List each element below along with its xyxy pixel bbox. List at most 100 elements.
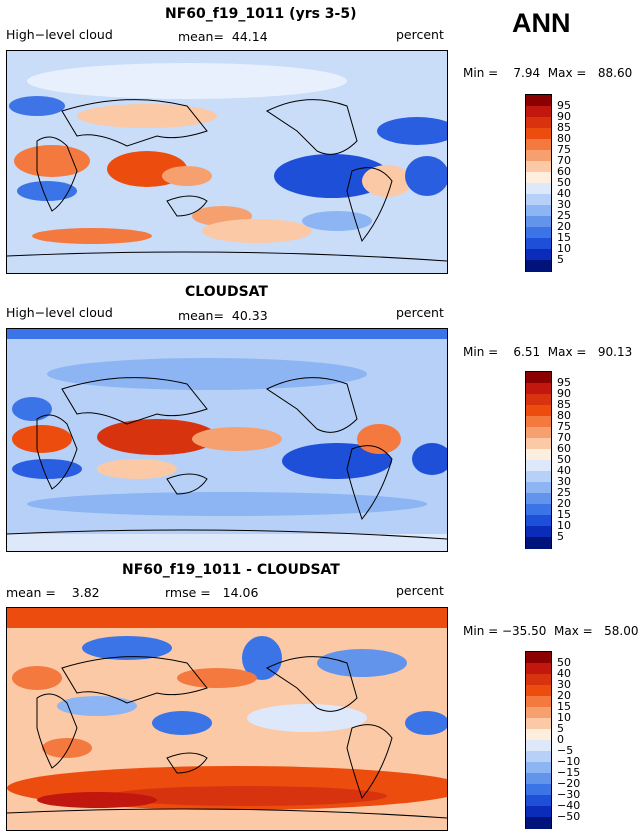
colorbar-swatch <box>526 471 551 483</box>
colorbar-swatch <box>526 482 551 494</box>
colorbar-swatch <box>526 194 551 206</box>
colorbar-tick-label: 30 <box>557 474 571 488</box>
colorbar-tick-label: 80 <box>557 408 571 422</box>
colorbar-swatch <box>526 674 551 686</box>
colorbar-tick-label: −40 <box>557 798 581 812</box>
colorbar-swatch <box>526 685 551 697</box>
colorbar-tick-label: 25 <box>557 208 571 222</box>
panel-2-units-label: percent <box>396 305 444 320</box>
panel-2-map <box>6 328 448 552</box>
colorbar-swatch <box>526 718 551 730</box>
colorbar-tick-label: 50 <box>557 175 571 189</box>
panel-2-mean-label: mean= 40.33 <box>178 308 268 323</box>
colorbar-swatch <box>526 504 551 516</box>
colorbar-swatch <box>526 172 551 184</box>
colorbar-swatch <box>526 537 551 549</box>
colorbar-tick-label: 85 <box>557 120 571 134</box>
colorbar-swatch <box>526 751 551 763</box>
colorbar-tick-label: 75 <box>557 419 571 433</box>
colorbar-tick-label: −20 <box>557 776 581 790</box>
colorbar-tick-label: 15 <box>557 699 571 713</box>
panel-3-mean-label: mean = 3.82 <box>6 585 100 600</box>
colorbar-tick-label: 5 <box>557 252 564 266</box>
colorbar-tick-label: 60 <box>557 164 571 178</box>
panel-3-colorbar <box>525 651 552 829</box>
colorbar-swatch <box>526 106 551 118</box>
colorbar-tick-label: 95 <box>557 98 571 112</box>
colorbar-swatch <box>526 707 551 719</box>
colorbar-swatch <box>526 526 551 538</box>
colorbar-swatch <box>526 729 551 741</box>
colorbar-swatch <box>526 817 551 829</box>
panel-1-units-label: percent <box>396 27 444 42</box>
colorbar-swatch <box>526 372 551 384</box>
colorbar-swatch <box>526 216 551 228</box>
panel-1-min: Min = 7.94 <box>463 66 541 80</box>
colorbar-swatch <box>526 696 551 708</box>
colorbar-tick-label: 40 <box>557 666 571 680</box>
colorbar-tick-label: 70 <box>557 153 571 167</box>
colorbar-tick-label: 20 <box>557 219 571 233</box>
colorbar-swatch <box>526 117 551 129</box>
colorbar-swatch <box>526 427 551 439</box>
colorbar-swatch <box>526 740 551 752</box>
colorbar-swatch <box>526 493 551 505</box>
colorbar-tick-label: 10 <box>557 241 571 255</box>
panel-1-max: Max = 88.60 <box>547 66 633 80</box>
panel-1-variable-label: High−level cloud <box>6 27 113 42</box>
colorbar-tick-label: 25 <box>557 485 571 499</box>
colorbar-swatch <box>526 405 551 417</box>
colorbar-tick-label: 75 <box>557 142 571 156</box>
colorbar-swatch <box>526 128 551 140</box>
colorbar-tick-label: 20 <box>557 496 571 510</box>
colorbar-swatch <box>526 260 551 272</box>
colorbar-tick-label: −30 <box>557 787 581 801</box>
colorbar-tick-label: −5 <box>557 743 574 757</box>
colorbar-tick-label: 40 <box>557 186 571 200</box>
colorbar-swatch <box>526 449 551 461</box>
colorbar-swatch <box>526 663 551 675</box>
colorbar-swatch <box>526 515 551 527</box>
colorbar-swatch <box>526 95 551 107</box>
colorbar-tick-label: 5 <box>557 529 564 543</box>
panel-2-max: Max = 90.13 <box>547 345 633 359</box>
colorbar-tick-label: −15 <box>557 765 581 779</box>
panel-3-rmse-label: rmse = 14.06 <box>165 585 259 600</box>
colorbar-tick-label: 70 <box>557 430 571 444</box>
colorbar-swatch <box>526 784 551 796</box>
colorbar-tick-label: 5 <box>557 721 564 735</box>
colorbar-tick-label: 85 <box>557 397 571 411</box>
colorbar-swatch <box>526 205 551 217</box>
season-label: ANN <box>512 8 571 38</box>
colorbar-tick-label: 90 <box>557 386 571 400</box>
colorbar-swatch <box>526 416 551 428</box>
panel-2-variable-label: High−level cloud <box>6 305 113 320</box>
colorbar-tick-label: 30 <box>557 677 571 691</box>
colorbar-tick-label: 40 <box>557 463 571 477</box>
colorbar-swatch <box>526 139 551 151</box>
colorbar-tick-label: 50 <box>557 655 571 669</box>
colorbar-swatch <box>526 762 551 774</box>
colorbar-swatch <box>526 394 551 406</box>
colorbar-tick-label: 15 <box>557 507 571 521</box>
panel-3-units-label: percent <box>396 583 444 598</box>
colorbar-swatch <box>526 238 551 250</box>
panel-1-title: NF60_f19_1011 (yrs 3-5) <box>165 6 357 22</box>
panel-3-map <box>6 607 448 831</box>
colorbar-tick-label: 95 <box>557 375 571 389</box>
colorbar-tick-label: 20 <box>557 688 571 702</box>
colorbar-tick-label: 10 <box>557 710 571 724</box>
colorbar-swatch <box>526 383 551 395</box>
colorbar-swatch <box>526 227 551 239</box>
panel-3-min: Min = −35.50 <box>463 624 547 638</box>
colorbar-swatch <box>526 460 551 472</box>
colorbar-tick-label: 15 <box>557 230 571 244</box>
colorbar-swatch <box>526 183 551 195</box>
panel-3-max: Max = 58.00 <box>554 624 639 638</box>
panel-2-colorbar <box>525 371 552 549</box>
panel-2-min: Min = 6.51 <box>463 345 541 359</box>
colorbar-tick-label: 50 <box>557 452 571 466</box>
panel-1-map <box>6 50 448 274</box>
colorbar-swatch <box>526 773 551 785</box>
colorbar-tick-label: 60 <box>557 441 571 455</box>
